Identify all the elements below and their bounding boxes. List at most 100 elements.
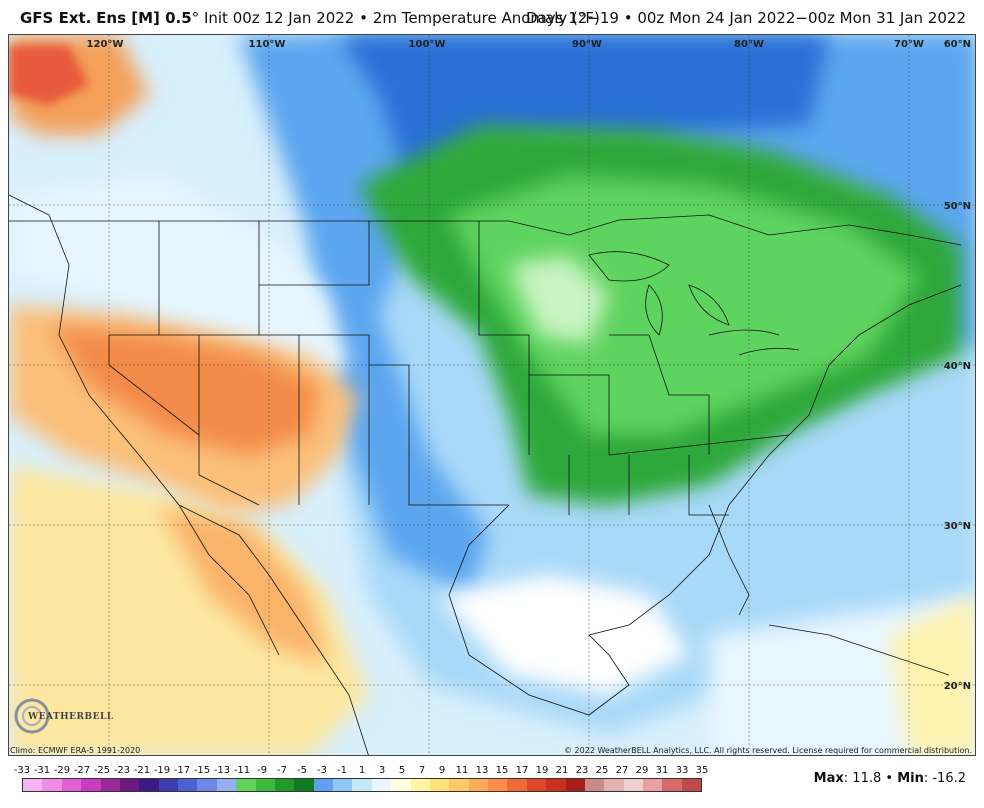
scale-swatch: [100, 779, 120, 791]
scale-tick-label: 23: [575, 765, 589, 776]
map-svg: 120°W 110°W 100°W 90°W 80°W 70°W 60°N 50…: [9, 35, 975, 755]
degree-symbol: °: [191, 9, 200, 27]
color-scale-labels: -33 -31 -29 -27 -25 -23 -21 -19 -17 -15 -13 -11 -9 -7…: [14, 765, 714, 777]
scale-swatch: [662, 779, 682, 791]
state-borders: [108, 221, 790, 516]
scale-tick-label: -11: [233, 765, 251, 776]
scale-swatch: [23, 779, 43, 791]
map-title: GFS Ext. Ens [M] 0.5° Init 00z 12 Jan 20…: [20, 9, 600, 27]
scale-tick-label: 29: [635, 765, 649, 776]
scale-swatch: [526, 779, 547, 791]
pacific-coastline: [9, 194, 369, 755]
scale-swatch: [488, 779, 508, 791]
scale-tick-label: -9: [257, 765, 267, 776]
scale-swatch: [643, 779, 663, 791]
lon-label-100w: 100°W: [409, 39, 446, 50]
scale-swatch: [352, 779, 372, 791]
scale-tick-label: 31: [655, 765, 669, 776]
scale-swatch: [333, 779, 353, 791]
scale-swatch: [468, 779, 488, 791]
field-name: 2m Temperature Anomaly (°F): [372, 9, 600, 27]
scale-tick-label: 7: [418, 765, 426, 776]
scale-swatch: [681, 779, 702, 791]
lon-label-90w: 90°W: [572, 39, 602, 50]
scale-swatch: [565, 779, 585, 791]
scale-tick-label: 19: [535, 765, 549, 776]
lat-label-50n: 50°N: [944, 201, 971, 212]
scale-swatch: [81, 779, 101, 791]
scale-tick-label: -13: [213, 765, 231, 776]
climo-note: Climo: ECMWF ERA-5 1991-2020: [10, 746, 141, 755]
ensemble-name: Ens [M] 0.5: [96, 9, 192, 27]
min-label: Min: [897, 771, 924, 786]
scale-tick-label: -17: [173, 765, 191, 776]
scale-swatch: [61, 779, 82, 791]
logo-text: WEATHERBELL: [28, 712, 114, 722]
scale-tick-label: 1: [358, 765, 366, 776]
scale-swatch: [449, 779, 469, 791]
warm-anomaly-baja: [159, 505, 329, 665]
scale-tick-label: -21: [133, 765, 151, 776]
scale-swatch: [429, 779, 450, 791]
graticule: [9, 35, 975, 755]
baja-coastline: [178, 504, 280, 656]
scale-tick-label: 33: [675, 765, 689, 776]
scale-swatch: [584, 779, 605, 791]
scale-swatch: [391, 779, 411, 791]
scale-tick-label: 15: [495, 765, 509, 776]
scale-tick-label: -31: [33, 765, 51, 776]
scale-swatch: [236, 779, 256, 791]
scale-tick-label: 35: [695, 765, 709, 776]
scale-swatch: [216, 779, 237, 791]
scale-swatch: [604, 779, 624, 791]
scale-tick-label: 13: [475, 765, 489, 776]
model-name: GFS Ext.: [20, 9, 92, 27]
us-canada-border: [9, 214, 962, 246]
scale-tick-label: -25: [93, 765, 111, 776]
scale-tick-label: -1: [337, 765, 347, 776]
cold-anomaly-peak: [509, 255, 609, 345]
scale-tick-label: 5: [398, 765, 406, 776]
lat-label-20n: 20°N: [944, 681, 971, 692]
title-bullet: •: [359, 9, 368, 27]
lon-label-110w: 110°W: [249, 39, 286, 50]
great-lakes: [588, 251, 800, 356]
min-value: -16.2: [932, 771, 966, 786]
valid-period: Days 12−19 • 00z Mon 24 Jan 2022−00z Mon…: [526, 9, 966, 27]
scale-tick-label: -5: [297, 765, 307, 776]
boundaries: [9, 194, 962, 755]
scale-tick-label: -29: [53, 765, 71, 776]
warm-anomaly-atlantic: [889, 595, 975, 755]
scale-swatch: [158, 779, 178, 791]
max-label: Max: [813, 771, 844, 786]
scale-tick-label: 25: [595, 765, 609, 776]
scale-swatch: [294, 779, 314, 791]
init-time: Init 00z 12 Jan 2022: [203, 9, 355, 27]
lon-label-80w: 80°W: [734, 39, 764, 50]
warm-anomaly-northwest-peak: [9, 45, 89, 105]
weatherbell-logo: WEATHERBELL: [12, 694, 113, 738]
title-bar: GFS Ext. Ens [M] 0.5° Init 00z 12 Jan 20…: [0, 0, 984, 34]
scale-tick-label: 27: [615, 765, 629, 776]
warm-anomaly-mexico: [9, 465, 369, 755]
florida-coastline: [708, 504, 750, 616]
scale-swatch: [507, 779, 527, 791]
max-min-readout: Max: 11.8 • Min: -16.2: [813, 771, 966, 786]
lat-label-30n: 30°N: [944, 521, 971, 532]
scale-tick-label: -33: [13, 765, 31, 776]
color-scale-bar: [22, 778, 702, 792]
scale-tick-label: 17: [515, 765, 529, 776]
scale-swatch: [371, 779, 392, 791]
lon-label-120w: 120°W: [87, 39, 124, 50]
lat-label-40n: 40°N: [944, 361, 971, 372]
scale-tick-label: 3: [378, 765, 386, 776]
scale-tick-label: 21: [555, 765, 569, 776]
scale-swatch: [410, 779, 430, 791]
scale-swatch: [546, 779, 566, 791]
swirl-icon: [14, 698, 50, 734]
scale-swatch: [313, 779, 333, 791]
scale-swatch: [197, 779, 217, 791]
scale-tick-label: -23: [113, 765, 131, 776]
caribbean-islands: [768, 624, 950, 676]
near-normal-west: [9, 175, 349, 395]
